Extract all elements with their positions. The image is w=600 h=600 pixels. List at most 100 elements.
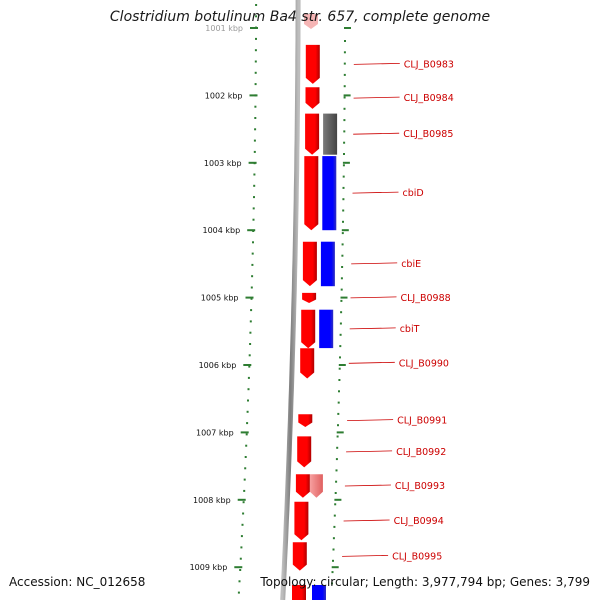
minor-tick <box>244 467 247 470</box>
outer-tick <box>342 164 345 167</box>
gene-label[interactable]: CLJ_B0992 <box>396 447 446 458</box>
outer-tick <box>336 435 339 438</box>
gene-block[interactable] <box>322 156 337 231</box>
minor-tick <box>253 173 256 176</box>
scale-label: 1007 kbp <box>196 428 234 437</box>
outer-major-tick <box>344 27 351 29</box>
gene-arrow[interactable] <box>301 309 316 349</box>
gene-label[interactable]: cbiT <box>400 324 420 335</box>
scale-label: 1002 kbp <box>205 91 243 100</box>
label-leader <box>352 191 399 194</box>
gene-arrow[interactable] <box>292 542 307 571</box>
gene-label[interactable]: CLJ_B0983 <box>404 59 454 70</box>
outer-tick <box>343 119 346 122</box>
minor-tick <box>242 501 245 504</box>
gene-label[interactable]: CLJ_B0985 <box>403 129 453 140</box>
gene-arrow[interactable] <box>302 241 317 287</box>
minor-tick <box>241 523 244 526</box>
outer-major-tick <box>343 94 351 97</box>
outer-tick <box>335 469 338 472</box>
minor-tick <box>254 49 257 52</box>
outer-tick <box>337 424 339 427</box>
outer-tick <box>341 266 344 268</box>
minor-tick <box>254 60 257 63</box>
outer-tick <box>343 73 346 76</box>
gene-label[interactable]: CLJ_B0988 <box>401 293 451 304</box>
outer-major-tick <box>340 296 348 299</box>
outer-tick <box>343 141 346 144</box>
gene-arrow[interactable] <box>295 474 310 498</box>
gene-block[interactable] <box>320 241 335 287</box>
outer-tick <box>332 537 335 540</box>
minor-tick <box>245 444 248 447</box>
outer-tick <box>337 401 340 404</box>
minor-tick <box>250 297 253 300</box>
gene-arrow[interactable] <box>309 474 323 498</box>
major-tick <box>234 566 243 569</box>
minor-tick <box>237 591 240 594</box>
minor-tick <box>254 105 257 108</box>
minor-tick <box>240 535 243 538</box>
gene-label[interactable]: cbiE <box>401 259 421 270</box>
outer-tick <box>339 345 342 348</box>
minor-tick <box>254 83 257 86</box>
gene-label[interactable]: CLJ_B0995 <box>392 551 442 562</box>
major-tick <box>249 94 258 97</box>
minor-tick <box>252 207 255 210</box>
gene-arrow[interactable] <box>304 156 319 231</box>
outer-tick <box>341 243 344 246</box>
gene-arrow[interactable] <box>298 414 313 427</box>
label-leader <box>349 327 396 330</box>
gene-label[interactable]: CLJ_B0994 <box>394 516 444 527</box>
gene-arrow[interactable] <box>305 44 320 84</box>
outer-tick <box>338 367 341 370</box>
outer-tick <box>334 503 337 506</box>
gene-arrow[interactable] <box>305 87 320 109</box>
accession-label: Accession: NC_012658 <box>9 575 146 589</box>
label-leader <box>344 484 391 487</box>
gene-arrow[interactable] <box>302 292 317 303</box>
gene-arrow[interactable] <box>294 501 309 541</box>
outer-tick <box>343 85 346 88</box>
outer-tick <box>335 458 338 461</box>
gene-arrow[interactable] <box>300 348 315 379</box>
minor-tick <box>247 376 250 379</box>
minor-tick <box>246 422 249 425</box>
outer-tick <box>334 492 337 494</box>
label-leader <box>346 450 393 453</box>
minor-tick <box>239 569 242 571</box>
outer-major-tick <box>331 566 339 569</box>
gene-arrow[interactable] <box>297 436 312 468</box>
gene-block[interactable] <box>319 309 334 349</box>
minor-tick <box>254 117 257 119</box>
outer-tick <box>340 288 343 291</box>
gene-label[interactable]: CLJ_B0993 <box>395 481 445 492</box>
minor-tick <box>254 128 257 131</box>
outer-major-tick <box>341 229 349 232</box>
outer-tick <box>331 571 334 574</box>
gene-label[interactable]: CLJ_B0991 <box>397 416 447 427</box>
minor-tick <box>240 546 243 549</box>
gene-arrow[interactable] <box>305 113 320 155</box>
outer-major-tick <box>338 364 346 366</box>
major-tick <box>250 27 258 29</box>
outer-tick <box>331 582 333 585</box>
major-tick <box>240 431 249 434</box>
outer-tick <box>333 525 336 528</box>
gene-block[interactable] <box>323 113 338 155</box>
minor-tick <box>242 512 245 515</box>
outer-tick <box>343 153 345 155</box>
outer-tick <box>342 220 344 223</box>
label-leader <box>347 419 394 421</box>
gene-label[interactable]: CLJ_B0984 <box>404 93 454 104</box>
outer-tick <box>337 412 340 415</box>
minor-tick <box>251 252 254 255</box>
minor-tick <box>251 263 254 266</box>
minor-tick <box>255 4 258 6</box>
gene-label[interactable]: CLJ_B0990 <box>399 358 449 369</box>
gene-label[interactable]: cbiD <box>403 188 424 199</box>
minor-tick <box>255 37 257 40</box>
scale-label: 1008 kbp <box>193 496 231 505</box>
minor-tick <box>249 331 252 334</box>
